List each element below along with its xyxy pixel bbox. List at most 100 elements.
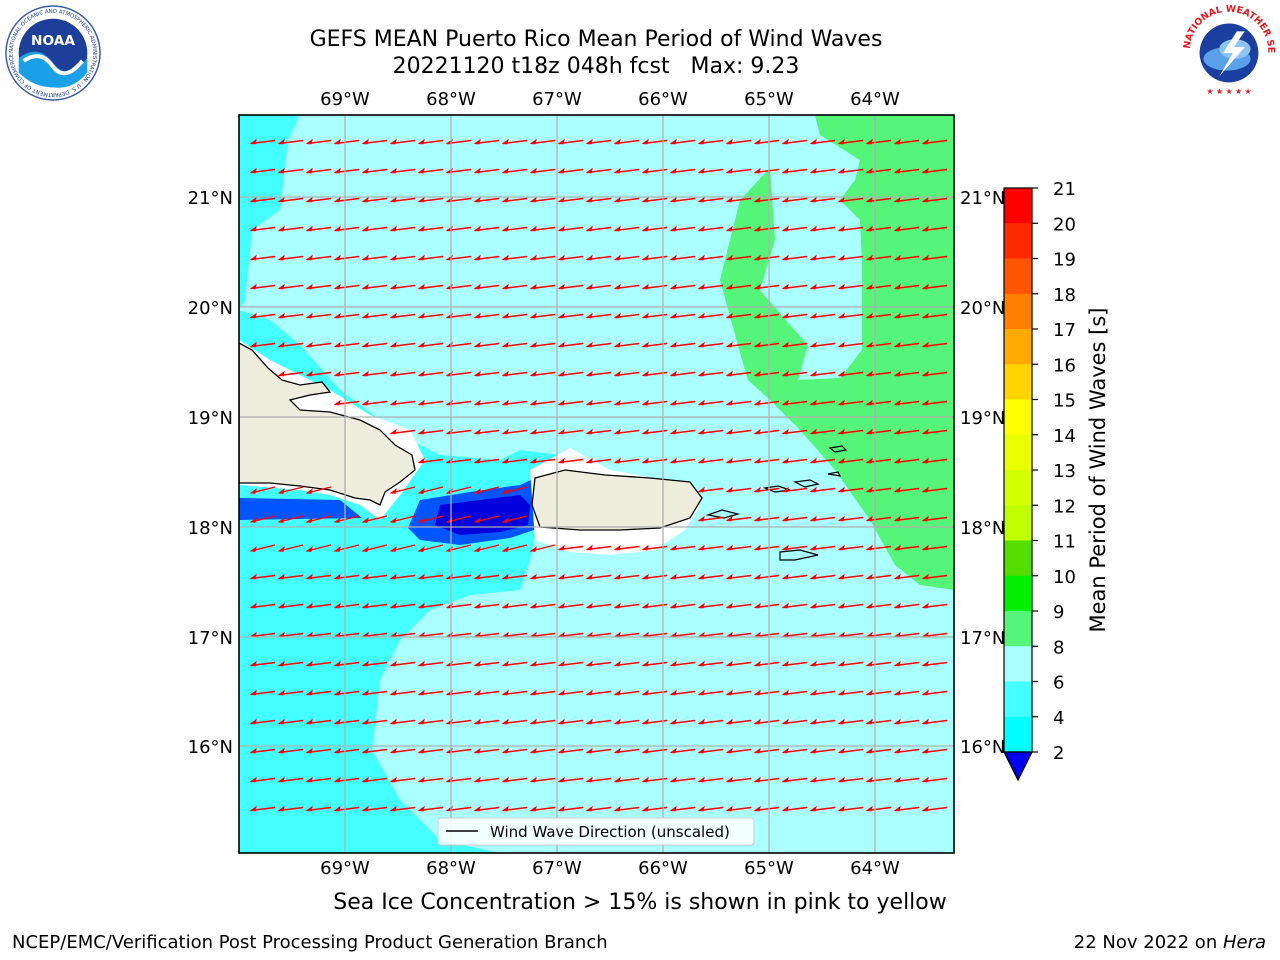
wind-wave-arrow	[417, 428, 444, 435]
wind-wave-arrow	[473, 805, 500, 812]
wind-wave-arrow	[389, 283, 416, 290]
wind-wave-arrow	[361, 196, 388, 203]
wind-wave-arrow	[725, 544, 752, 551]
wind-wave-arrow	[837, 254, 864, 261]
lat-label-left: 19°N	[188, 408, 233, 429]
wind-wave-arrow	[809, 544, 836, 551]
lon-label-top: 69°W	[320, 89, 370, 110]
wind-wave-arrow	[529, 544, 556, 552]
wind-wave-arrow	[473, 457, 500, 464]
map-area: 69°W 68°W 67°W 66°W 65°W 64°W 69°W 68°W 67°W 66°…	[188, 89, 1006, 879]
wind-wave-arrow	[893, 805, 920, 812]
wind-wave-arrow	[305, 312, 332, 319]
wind-wave-arrow	[333, 515, 360, 523]
wind-wave-arrow	[725, 196, 752, 203]
wind-wave-arrow	[585, 718, 612, 725]
wind-wave-arrow	[725, 660, 752, 667]
colorbar-tick-label: 18	[1053, 285, 1076, 306]
wind-wave-arrow	[277, 312, 304, 319]
footer-date-text: 22 Nov 2022 on	[1073, 932, 1223, 953]
wind-wave-arrow	[361, 225, 388, 232]
wind-wave-arrow	[249, 602, 276, 609]
wind-wave-arrow	[333, 747, 360, 754]
colorbar-tick-label: 20	[1053, 214, 1076, 235]
wind-wave-arrow	[417, 167, 444, 174]
wind-wave-arrow	[501, 138, 528, 145]
colorbar-tick-label: 19	[1053, 250, 1076, 271]
wind-wave-arrow	[361, 689, 388, 696]
wind-wave-arrow	[837, 341, 864, 348]
wind-wave-arrow	[473, 602, 500, 609]
colorbar-tick-label: 9	[1053, 602, 1064, 623]
wind-wave-arrow	[893, 167, 920, 174]
wind-wave-arrow	[501, 341, 528, 348]
wind-wave-arrow	[809, 370, 836, 377]
wind-wave-arrow	[669, 225, 696, 232]
colorbar-tick-label: 16	[1053, 355, 1076, 376]
wind-wave-arrow	[725, 254, 752, 261]
wind-wave-arrow	[277, 689, 304, 696]
wind-wave-arrow	[333, 399, 360, 406]
colorbar-tick-label: 10	[1053, 567, 1076, 588]
wind-wave-arrow	[809, 428, 836, 435]
wind-wave-arrow	[417, 486, 444, 494]
wind-wave-arrow	[753, 660, 780, 667]
wind-wave-arrow	[781, 254, 808, 261]
wind-wave-arrow	[613, 283, 640, 290]
wind-wave-arrow	[557, 660, 584, 667]
wind-wave-arrow	[669, 660, 696, 667]
wind-wave-arrow	[529, 341, 556, 348]
wind-wave-arrow	[921, 399, 948, 406]
wind-wave-arrow	[921, 457, 948, 464]
wind-wave-arrow	[389, 167, 416, 174]
wind-wave-arrow	[389, 138, 416, 145]
wind-wave-arrow	[249, 747, 276, 754]
wind-wave-arrow	[837, 370, 864, 377]
wind-wave-arrow	[613, 660, 640, 667]
colorbar-swatch	[1004, 646, 1032, 682]
wind-wave-arrow	[837, 573, 864, 580]
wind-wave-arrow	[361, 370, 388, 377]
wind-wave-arrow	[697, 225, 724, 232]
wind-wave-arrow	[809, 457, 836, 464]
wind-wave-arrow	[697, 515, 724, 522]
colorbar-tick-label: 11	[1053, 532, 1076, 553]
colorbar-label: Mean Period of Wind Waves [s]	[1086, 308, 1110, 633]
wind-wave-arrow	[305, 225, 332, 232]
contour-lt2-mona	[435, 495, 530, 535]
wind-wave-arrow	[305, 660, 332, 667]
wind-wave-arrow	[921, 515, 948, 522]
wind-wave-arrow	[557, 747, 584, 754]
wind-wave-arrow	[417, 718, 444, 725]
wind-wave-arrow	[753, 602, 780, 609]
wind-wave-arrow	[417, 776, 444, 783]
wind-wave-arrow	[501, 428, 528, 435]
wind-wave-arrow	[557, 341, 584, 348]
wind-wave-arrow	[865, 602, 892, 609]
wind-wave-arrow	[585, 370, 612, 377]
wind-wave-arrow	[753, 196, 780, 203]
wind-wave-arrow	[277, 660, 304, 667]
wind-wave-arrow	[725, 457, 752, 464]
wind-wave-arrow	[305, 254, 332, 261]
wind-wave-arrow	[613, 399, 640, 406]
wind-wave-arrow	[921, 805, 948, 812]
wind-wave-arrow	[809, 718, 836, 725]
wind-wave-arrow	[249, 341, 276, 348]
wind-wave-arrow	[669, 341, 696, 348]
wind-wave-arrow	[473, 341, 500, 348]
wind-wave-arrow	[501, 254, 528, 261]
wind-wave-arrow	[753, 254, 780, 261]
wind-wave-arrow	[333, 167, 360, 174]
wind-wave-arrow	[305, 689, 332, 696]
wind-wave-arrow	[753, 428, 780, 435]
wind-wave-arrow	[893, 370, 920, 377]
wind-wave-arrow	[781, 399, 808, 406]
lon-label-top: 66°W	[638, 89, 688, 110]
wind-wave-arrow	[921, 486, 948, 493]
wind-wave-arrow	[277, 602, 304, 609]
wind-wave-arrow	[697, 196, 724, 203]
lat-labels-right: 21°N 20°N 19°N 18°N 17°N 16°N	[960, 188, 1005, 758]
wind-wave-arrow	[753, 573, 780, 580]
wind-wave-arrow	[893, 428, 920, 435]
